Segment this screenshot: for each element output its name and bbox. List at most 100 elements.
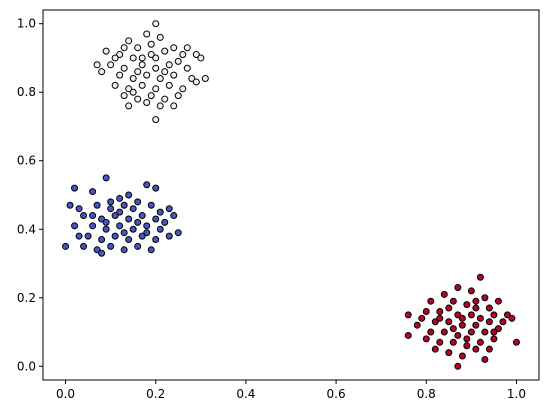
data-point — [84, 232, 92, 240]
data-point — [129, 88, 137, 96]
y-tick-label: 0.0 — [17, 359, 36, 373]
data-point — [458, 352, 466, 360]
data-point — [445, 318, 453, 326]
data-point — [188, 75, 196, 83]
data-point — [165, 205, 173, 213]
data-point — [120, 246, 128, 254]
data-point — [152, 20, 160, 28]
data-point — [156, 75, 164, 83]
x-tick-label: 1.0 — [507, 387, 526, 401]
data-point — [179, 51, 187, 59]
data-point — [143, 222, 151, 230]
data-point — [147, 92, 155, 100]
data-point — [472, 345, 480, 353]
data-point — [152, 85, 160, 93]
data-point — [120, 92, 128, 100]
data-point — [454, 331, 462, 339]
data-point — [102, 47, 110, 55]
data-point — [107, 198, 115, 206]
data-point — [436, 338, 444, 346]
data-point — [454, 362, 462, 370]
data-point — [427, 328, 435, 336]
data-point — [89, 188, 97, 196]
data-point — [490, 328, 498, 336]
data-point — [422, 307, 430, 315]
data-point — [111, 212, 119, 220]
data-point — [165, 232, 173, 240]
y-axis: 0.0 0.2 0.4 0.6 0.8 1.0 — [17, 17, 43, 373]
data-point — [445, 349, 453, 357]
data-point — [138, 54, 146, 62]
data-point — [499, 318, 507, 326]
data-point — [134, 198, 142, 206]
data-point — [143, 99, 151, 106]
x-tick-label: 0.8 — [417, 387, 436, 401]
data-point — [512, 338, 520, 346]
data-point — [165, 61, 173, 69]
points-layer — [62, 20, 520, 370]
data-point — [134, 242, 142, 250]
data-point — [485, 318, 493, 326]
data-point — [134, 68, 142, 76]
data-point — [472, 321, 480, 329]
data-point — [467, 311, 475, 319]
data-point — [170, 44, 178, 52]
data-point — [125, 85, 133, 93]
data-point — [125, 236, 133, 244]
data-point — [75, 232, 83, 240]
data-point — [192, 51, 200, 59]
data-point — [129, 225, 137, 233]
data-point — [102, 174, 110, 182]
data-point — [156, 208, 164, 216]
data-point — [197, 54, 205, 62]
data-point — [476, 338, 484, 346]
data-point — [481, 294, 489, 302]
data-point — [152, 184, 160, 192]
data-point — [183, 44, 191, 52]
data-point — [170, 212, 178, 220]
data-point — [147, 51, 155, 59]
data-point — [111, 54, 119, 62]
data-point — [467, 328, 475, 336]
data-point — [161, 218, 169, 226]
data-point — [476, 314, 484, 322]
data-point — [481, 328, 489, 336]
data-point — [93, 246, 101, 254]
data-point — [66, 201, 74, 209]
data-point — [485, 304, 493, 312]
y-tick-label: 0.4 — [17, 222, 36, 236]
data-point — [143, 181, 151, 189]
data-point — [129, 54, 137, 62]
x-tick-label: 0.4 — [236, 387, 255, 401]
data-point — [138, 61, 146, 69]
data-point — [116, 71, 124, 79]
data-point — [147, 246, 155, 254]
data-point — [404, 311, 412, 319]
data-point — [98, 249, 106, 257]
data-point — [454, 284, 462, 291]
y-tick-label: 0.6 — [17, 154, 36, 168]
data-point — [152, 236, 160, 244]
data-point — [93, 201, 101, 209]
data-point — [80, 242, 88, 250]
data-point — [147, 40, 155, 48]
data-point — [138, 232, 146, 240]
data-point — [116, 222, 124, 230]
data-point — [89, 212, 97, 220]
series-1 — [62, 174, 182, 257]
data-point — [463, 342, 471, 350]
data-point — [71, 184, 79, 192]
data-point — [102, 225, 110, 233]
data-point — [93, 61, 101, 69]
data-point — [98, 215, 106, 223]
data-point — [436, 307, 444, 315]
x-tick-label: 0.0 — [56, 387, 75, 401]
series-2 — [404, 273, 520, 370]
data-point — [418, 314, 426, 322]
data-point — [170, 102, 178, 110]
data-point — [161, 95, 169, 103]
data-point — [138, 81, 146, 89]
data-point — [472, 297, 480, 305]
data-point — [161, 68, 169, 76]
